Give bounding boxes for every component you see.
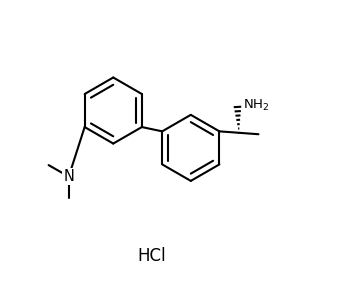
Text: HCl: HCl: [138, 246, 166, 264]
Text: N: N: [63, 169, 74, 184]
Text: NH$_2$: NH$_2$: [243, 98, 269, 113]
